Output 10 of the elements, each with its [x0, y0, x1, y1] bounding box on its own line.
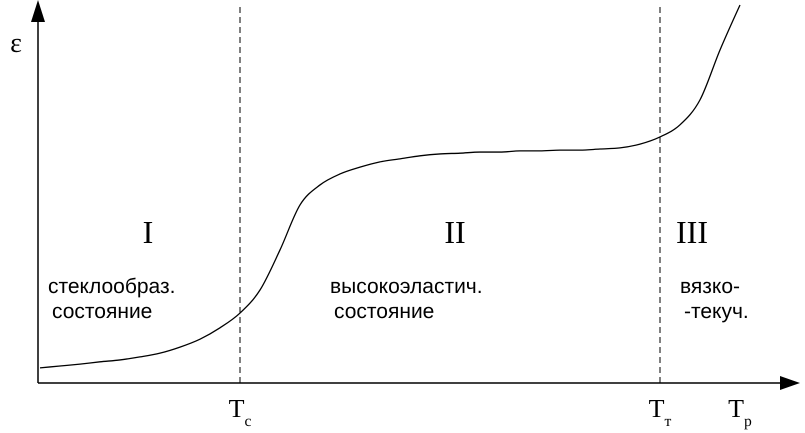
annotation: III	[676, 214, 708, 250]
x-tick-label: T$_{с}$	[228, 394, 252, 430]
x-tick-label: T$_{р}$	[728, 394, 752, 430]
annotation: II	[444, 214, 466, 250]
y-axis-title: ε	[10, 28, 22, 59]
x-tick-label: T$_{т}$	[648, 394, 672, 430]
annotation: стеклообраз. состояние	[48, 275, 176, 323]
annotation: I	[142, 214, 154, 250]
annotation: вязко- -текуч.	[680, 275, 749, 323]
annotation: высокоэластич. состояние	[330, 275, 483, 323]
